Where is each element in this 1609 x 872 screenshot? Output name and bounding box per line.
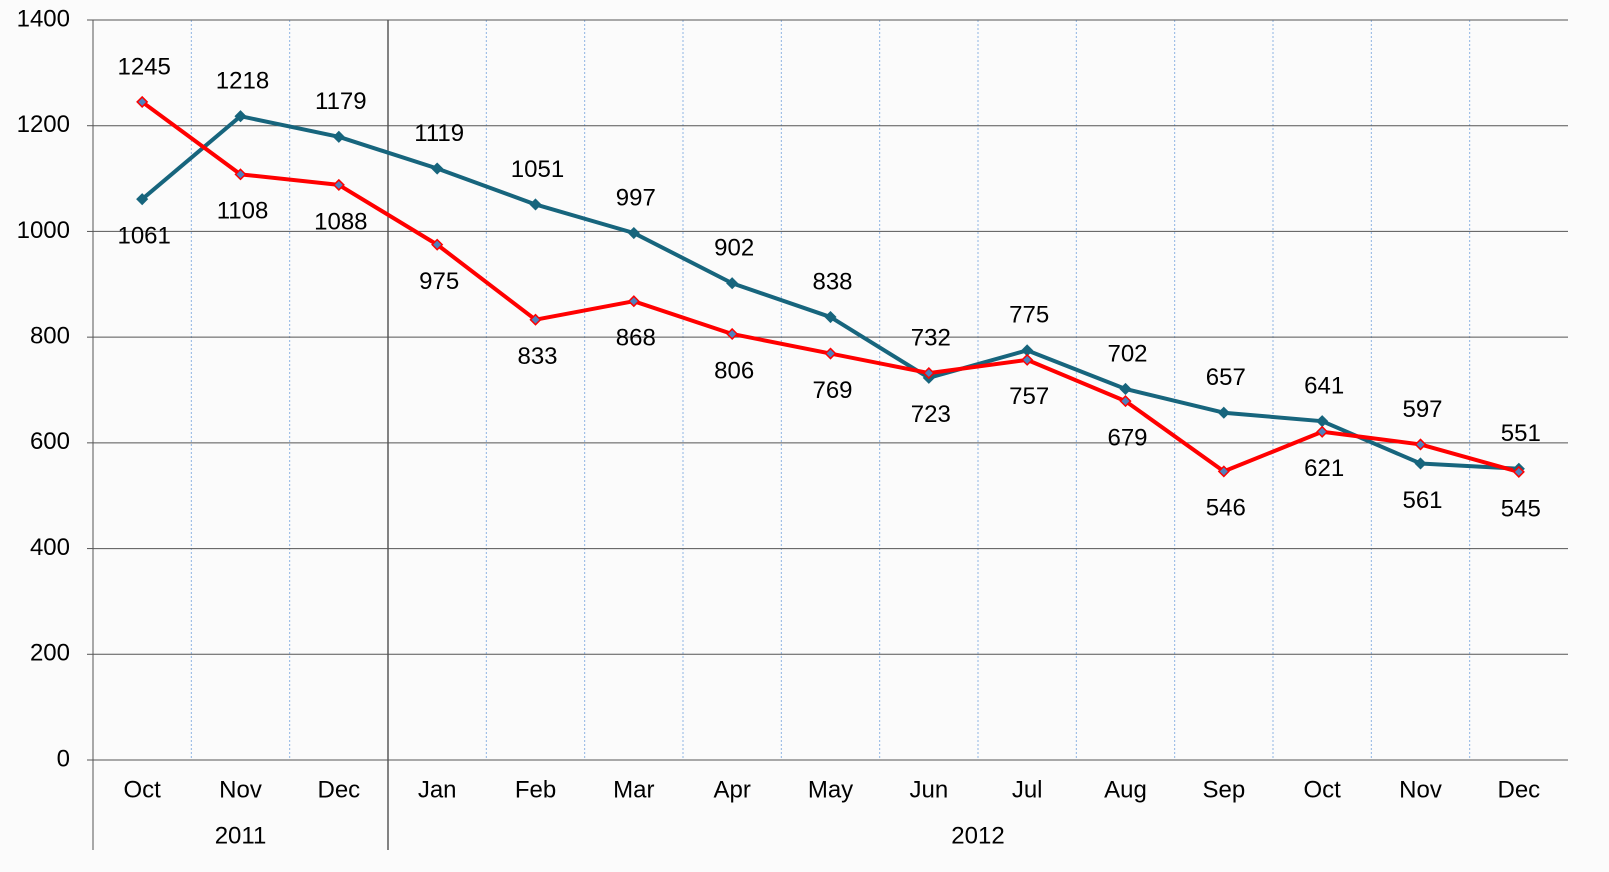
data-label: 723 — [911, 401, 951, 428]
marker — [234, 168, 247, 181]
marker — [529, 198, 542, 211]
marker — [726, 277, 739, 290]
data-label: 868 — [616, 325, 656, 352]
marker — [824, 347, 837, 360]
x-tick-label: Mar — [613, 776, 654, 803]
marker — [922, 367, 935, 380]
data-label: 1119 — [414, 120, 464, 147]
data-label: 997 — [616, 184, 656, 211]
x-tick-label: Jul — [1012, 776, 1043, 803]
marker — [627, 295, 640, 308]
marker — [136, 193, 149, 206]
x-tick-label: Nov — [219, 776, 262, 803]
x-tick-label: Oct — [1303, 776, 1341, 803]
marker — [431, 162, 444, 175]
y-tick-label: 200 — [30, 640, 70, 667]
marker — [234, 110, 247, 123]
data-label: 1108 — [217, 198, 269, 225]
data-label: 679 — [1107, 424, 1147, 451]
data-label: 702 — [1107, 340, 1147, 367]
x-tick-label: Oct — [123, 776, 161, 803]
data-label: 546 — [1206, 495, 1246, 522]
data-label: 545 — [1501, 495, 1541, 522]
data-label: 732 — [911, 324, 951, 351]
x-tick-label: Jun — [909, 776, 948, 803]
marker — [136, 95, 149, 108]
marker — [1119, 382, 1132, 396]
data-label: 806 — [714, 357, 754, 384]
y-tick-label: 400 — [30, 534, 70, 561]
x-tick-label: Nov — [1399, 776, 1442, 803]
x-tick-label: Feb — [515, 776, 556, 803]
marker — [529, 313, 542, 326]
x-tick-label: Jan — [418, 776, 457, 803]
data-label: 975 — [419, 268, 459, 295]
marker — [824, 310, 837, 324]
marker — [1512, 465, 1525, 478]
x-group-label: 2011 — [215, 822, 267, 849]
data-label: 775 — [1009, 302, 1049, 329]
y-tick-label: 1000 — [17, 217, 70, 244]
marker — [431, 238, 444, 251]
data-label: 902 — [714, 235, 754, 262]
data-label: 833 — [517, 343, 557, 370]
data-label: 757 — [1009, 383, 1049, 410]
marker — [1414, 457, 1427, 470]
data-label: 1245 — [117, 53, 170, 80]
data-label: 641 — [1304, 373, 1344, 400]
y-tick-label: 0 — [57, 745, 70, 772]
x-group-label: 2012 — [951, 822, 1004, 849]
marker — [1217, 465, 1230, 478]
marker — [1414, 438, 1427, 451]
marker — [1119, 395, 1132, 408]
y-tick-label: 1400 — [17, 5, 70, 32]
data-label: 551 — [1501, 420, 1541, 447]
x-tick-label: Sep — [1202, 776, 1245, 803]
marker — [332, 130, 345, 143]
y-tick-label: 1200 — [17, 111, 70, 138]
data-label: 1088 — [314, 208, 367, 235]
marker — [1217, 406, 1230, 419]
marker — [627, 226, 640, 240]
x-tick-label: Aug — [1104, 776, 1147, 803]
data-label: 657 — [1206, 364, 1246, 391]
marker — [726, 327, 739, 341]
data-label: 1051 — [511, 156, 564, 183]
data-label: 838 — [812, 268, 852, 295]
marker — [1021, 353, 1034, 366]
y-tick-label: 600 — [30, 428, 70, 455]
data-label: 1218 — [216, 68, 269, 95]
data-label: 561 — [1402, 487, 1442, 514]
x-tick-label: Dec — [1497, 776, 1540, 803]
marker — [1316, 425, 1329, 438]
data-label: 1179 — [315, 88, 367, 115]
data-label: 621 — [1304, 455, 1344, 482]
x-tick-label: Dec — [317, 776, 360, 803]
y-tick-label: 800 — [30, 322, 70, 349]
x-tick-label: Apr — [713, 776, 750, 803]
data-label: 769 — [812, 377, 852, 404]
x-tick-label: May — [808, 776, 853, 803]
data-label: 597 — [1402, 396, 1442, 423]
marker — [332, 178, 345, 191]
data-label: 1061 — [117, 223, 170, 250]
